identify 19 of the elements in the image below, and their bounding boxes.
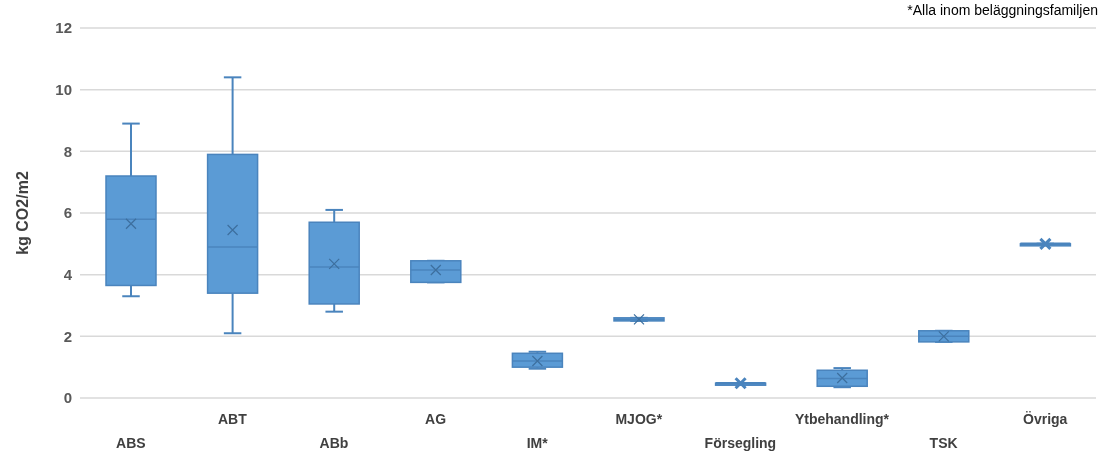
- y-tick-label: 10: [55, 80, 72, 98]
- y-tick-label: 12: [55, 19, 72, 37]
- text: *Alla inom beläggningsfamiljen: [907, 2, 1098, 18]
- y-tick-label: 6: [63, 204, 72, 222]
- x-tick-label: IM*: [526, 435, 549, 451]
- y-tick-label: 0: [63, 389, 72, 407]
- x-tick-label: MJOG*: [615, 411, 663, 427]
- y-tick-label: 4: [63, 265, 73, 283]
- y-tick-label: 8: [63, 142, 72, 160]
- y-axis-title: kg CO2/m2: [13, 171, 31, 255]
- x-tick-label: ABb: [319, 435, 349, 451]
- x-tick-label: ABT: [218, 411, 248, 427]
- x-tick-label: ABS: [116, 435, 146, 451]
- x-tick-label: TSK: [929, 435, 958, 451]
- x-tick-label: AG: [425, 411, 447, 427]
- x-tick-label: Övriga: [1023, 411, 1068, 427]
- x-tick-label: Ytbehandling*: [794, 411, 890, 427]
- x-tick-label: Försegling: [704, 435, 777, 451]
- y-tick-label: 2: [63, 327, 72, 345]
